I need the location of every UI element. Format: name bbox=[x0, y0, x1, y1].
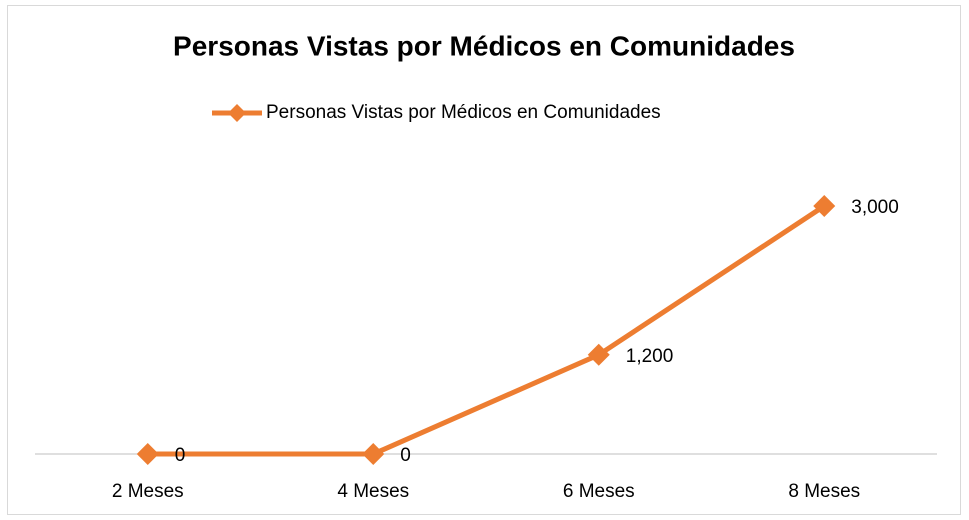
data-label: 1,200 bbox=[626, 346, 674, 367]
x-tick-label: 8 Meses bbox=[788, 481, 860, 502]
x-tick-label: 6 Meses bbox=[563, 481, 635, 502]
chart-frame bbox=[7, 5, 961, 515]
data-point bbox=[136, 443, 159, 465]
data-label: 0 bbox=[175, 445, 186, 466]
legend-marker bbox=[228, 104, 246, 122]
chart-title: Personas Vistas por Médicos en Comunidad… bbox=[173, 30, 795, 61]
legend-label: Personas Vistas por Médicos en Comunidad… bbox=[266, 102, 661, 123]
data-point bbox=[587, 343, 610, 366]
x-tick-label: 4 Meses bbox=[337, 481, 409, 502]
data-line bbox=[147, 203, 826, 457]
data-label: 0 bbox=[400, 445, 411, 466]
data-point bbox=[362, 443, 385, 465]
data-label: 3,000 bbox=[851, 197, 899, 218]
data-point bbox=[813, 195, 836, 217]
x-tick-label: 2 Meses bbox=[112, 481, 184, 502]
